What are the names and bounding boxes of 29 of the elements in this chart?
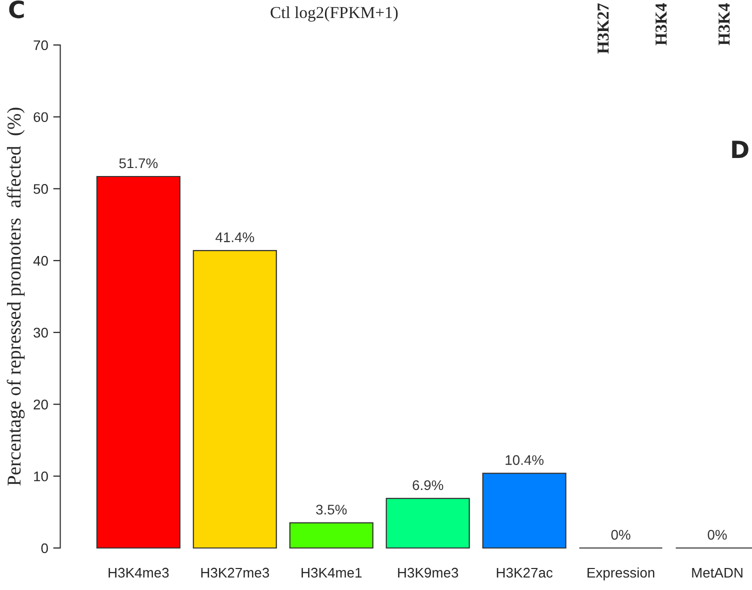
y-tick-label: 50 xyxy=(34,184,48,194)
data-label: 10.4% xyxy=(506,455,544,465)
data-label: 6.9% xyxy=(412,480,444,490)
text: Ctl log2(FPKM+1) xyxy=(270,6,398,22)
y-tick-label: 30 xyxy=(34,328,48,338)
data-label: 0% xyxy=(611,530,630,540)
annotation: D xyxy=(732,140,748,158)
data-label: 41.4% xyxy=(216,232,254,242)
x-tick-label: MetADN xyxy=(692,568,742,578)
y-tick-label: 60 xyxy=(34,112,48,122)
x-tick-label: H3K27ac xyxy=(496,568,553,578)
y-tick-label: 10 xyxy=(34,471,48,482)
annotation: H3K4 xyxy=(656,3,667,46)
x-tick-label: H3K4me3 xyxy=(108,568,169,578)
x-tick-label: H3K4me1 xyxy=(302,568,362,578)
data-label: 0% xyxy=(708,530,727,540)
y-tick-label: 0 xyxy=(41,543,48,554)
y-tick-label: 40 xyxy=(33,256,48,266)
x-tick-label: Expression xyxy=(588,567,654,580)
text: C xyxy=(9,0,24,18)
data-label: 3.5% xyxy=(316,504,347,515)
data-label: 51.7% xyxy=(119,158,158,168)
annotation: H3K27 xyxy=(598,3,609,54)
x-tick-label: H3K9me3 xyxy=(398,568,458,578)
y-tick-label: 20 xyxy=(34,400,48,410)
x-tick-label: H3K27me3 xyxy=(201,568,270,578)
annotation: H3K4 xyxy=(718,3,730,46)
y-axis-title: Percentage of repressed promoters affected (%) xyxy=(6,108,25,486)
y-tick-label: 70 xyxy=(34,40,48,50)
